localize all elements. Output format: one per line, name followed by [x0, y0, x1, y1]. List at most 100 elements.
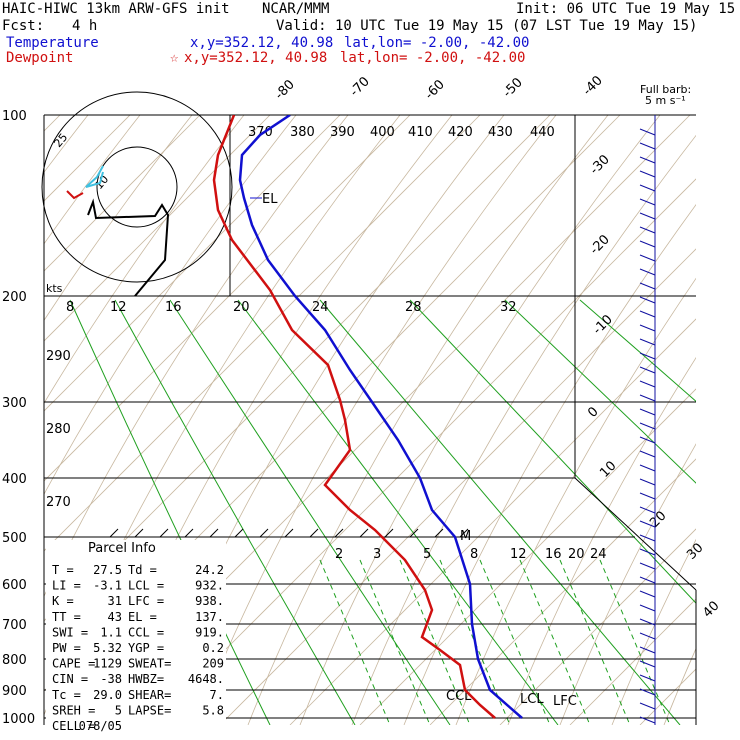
dry-adiabat [44, 115, 349, 598]
mixing-ratio-dashed [479, 559, 551, 725]
parcel-info-label2: YGP = [128, 641, 164, 655]
annotation-ccl: CCL [446, 689, 472, 704]
parcel-info-box [46, 540, 226, 725]
plot-right-slope [574, 477, 697, 591]
valid-time: Valid: 10 UTC Tue 19 May 15 (07 LST Tue … [276, 18, 698, 34]
isotherm [44, 115, 341, 412]
parcel-info-title: Parcel Info [88, 541, 156, 556]
parcel-info-value2: 0.2 [202, 641, 224, 655]
pressure-label-900: 900 [2, 684, 27, 699]
mixing-ratio-label: 24 [312, 300, 329, 315]
fcst-value: 4 h [72, 18, 98, 34]
hatch-mark [184, 528, 194, 538]
wind-barb [639, 338, 656, 346]
theta-label: 420 [448, 125, 473, 140]
hatch-mark [134, 528, 144, 538]
wind-barb [639, 310, 656, 318]
hatch-mark [334, 528, 344, 538]
parcel-info-value2: 5.8 [202, 703, 224, 717]
parcel-info-value: 29.0 [93, 688, 122, 702]
org-label: NCAR/MMM [262, 1, 330, 17]
wind-barb [639, 702, 656, 710]
theta-label: 410 [408, 125, 433, 140]
dry-adiabat [44, 115, 141, 245]
isotherm [710, 115, 740, 725]
pressure-label-700: 700 [2, 618, 27, 633]
parcel-info-label2: EL = [128, 610, 157, 624]
wind-barb [639, 478, 656, 486]
parcel-info-value2: 24.2 [195, 563, 224, 577]
parcel-info-value: 27.5 [93, 563, 122, 577]
mixing-ratio-dashed [399, 559, 471, 725]
wind-barb [639, 646, 656, 654]
pressure-label-600: 600 [2, 578, 27, 593]
parcel-info-label: Tc = [52, 688, 81, 702]
wind-barb [639, 632, 656, 640]
wind-barb [639, 520, 656, 528]
isotherm [149, 178, 696, 725]
hatch-mark [234, 528, 244, 538]
wind-barb [639, 450, 656, 458]
dry-adiabat [299, 115, 661, 725]
isotherm-label: -10 [590, 312, 616, 338]
wind-barb [639, 618, 656, 626]
fcst-label: Fcst: [2, 18, 45, 34]
wind-barb [639, 212, 656, 220]
wind-barb [639, 408, 656, 416]
theta-label: 390 [330, 125, 355, 140]
hatch-mark [359, 528, 369, 538]
parcel-info-value2: 209 [202, 657, 224, 671]
parcel-info-value: 43 [108, 610, 122, 624]
dry-adiabat [716, 115, 740, 725]
hatch-mark [159, 528, 169, 538]
isotherm-label: -60 [422, 77, 448, 103]
mixing-ratio-line [114, 299, 356, 725]
wind-barb [639, 548, 656, 556]
isotherm [359, 388, 696, 725]
parcel-info-label2: SHEAR= [128, 688, 171, 702]
temperature-legend: Temperature [6, 35, 99, 51]
wind-barb [639, 436, 656, 444]
parcel-info-label: T = [52, 563, 74, 577]
mixing-ratio-line [69, 299, 271, 725]
wind-barb [639, 268, 656, 276]
mixing-ratio-label-low: 2 [335, 547, 343, 562]
theta-label: 440 [530, 125, 555, 140]
isotherm-label: 40 [700, 599, 722, 621]
hodograph-unit-label: kts [46, 282, 63, 295]
wind-barb [639, 534, 656, 542]
parcel-info-label: CAPE = [52, 657, 95, 671]
hodograph-trace-upper [85, 165, 104, 188]
wind-barb [639, 576, 656, 584]
mixing-ratio-line [169, 299, 451, 725]
wind-barb [639, 688, 656, 696]
isotherm-label: -40 [580, 73, 606, 99]
isotherm [44, 115, 481, 552]
hatch-mark [209, 528, 219, 538]
isotherm [44, 115, 551, 622]
wind-barb [639, 296, 656, 304]
mixing-ratio-label: 12 [110, 300, 127, 315]
mixing-ratio-label: 28 [405, 300, 422, 315]
isotherm-label: -30 [587, 152, 613, 178]
annotation-lcl: LCL [520, 692, 544, 707]
annotation-lfc: LFC [553, 694, 577, 709]
mixing-ratio-label-low: 12 [510, 547, 527, 562]
wind-barb [639, 324, 656, 332]
parcel-info-value2: 137. [195, 610, 224, 624]
isotherm [44, 115, 201, 272]
isotherm-label: 30 [684, 541, 706, 563]
wind-barb [639, 198, 656, 206]
isotherm [289, 318, 696, 725]
mixing-ratio-label: 8 [66, 300, 74, 315]
hatch-mark [409, 528, 419, 538]
hatch-mark [259, 528, 269, 538]
annotation-m: M [460, 529, 471, 544]
wind-barb [639, 142, 656, 150]
parcel-info-label2: LCL = [128, 579, 164, 593]
hodograph-ring-label-outer: 25 [51, 131, 70, 150]
mixing-ratio-line [579, 299, 696, 403]
barb-title-line1: Full barb: [640, 83, 691, 96]
wind-barb [639, 394, 656, 402]
pressure-label-500: 500 [2, 531, 27, 546]
